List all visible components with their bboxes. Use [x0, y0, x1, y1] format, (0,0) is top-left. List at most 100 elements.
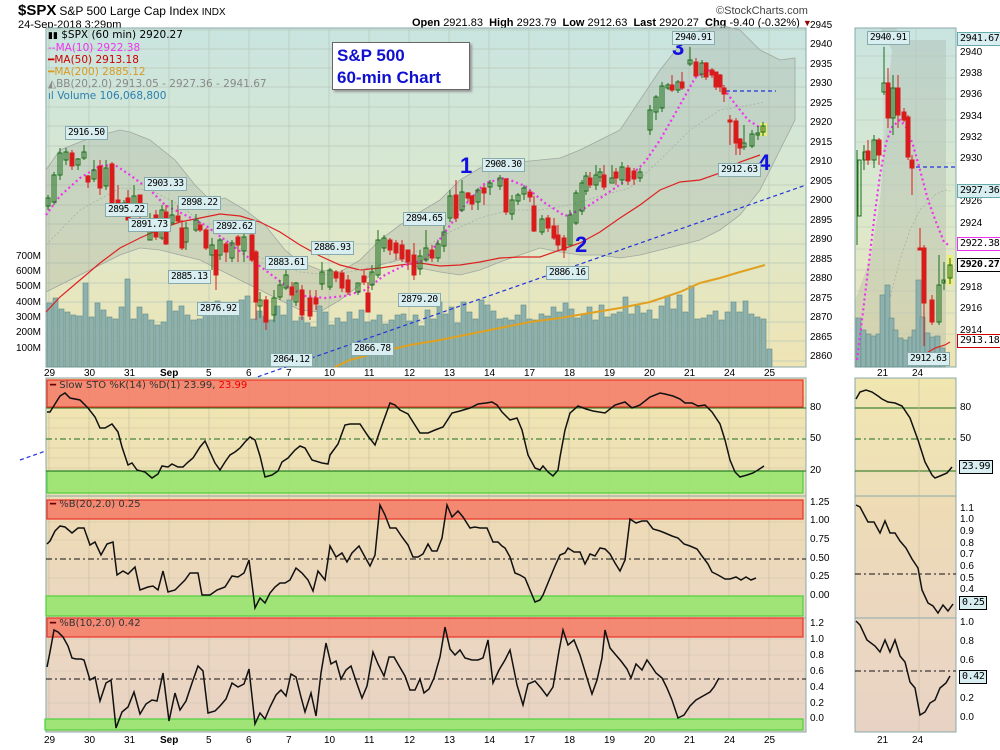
price-callout: 2912.63: [718, 163, 761, 177]
price-tick: 2880: [810, 273, 833, 284]
price-tick: 2930: [810, 78, 833, 89]
x-tick: 30: [84, 735, 96, 746]
zoom-pb20-panel: [854, 495, 957, 619]
x-tick: 19: [604, 368, 616, 379]
sto-label: ━ Slow STO %K(14) %D(1) 23.99, 23.99: [50, 380, 247, 391]
x-tick: 25: [764, 368, 776, 379]
x-tick: 6: [246, 368, 252, 379]
x-tick: 17: [524, 735, 536, 746]
wave-label-4: 4: [758, 150, 771, 175]
volume-tick: 700M: [16, 251, 42, 262]
price-tick: 2885: [810, 254, 833, 265]
zoom-price-tick: 2916: [960, 303, 983, 314]
x-tick: 25: [764, 735, 776, 746]
pb20-tick: 0.00: [810, 590, 830, 601]
ma200-line: [334, 264, 766, 368]
x-tick: 6: [246, 735, 252, 746]
x-tick: 5: [206, 368, 212, 379]
x-tick: 30: [84, 368, 96, 379]
sto-value-tag: 23.99: [959, 460, 994, 474]
overbought-zone: [46, 379, 804, 408]
zoom-pb20-tick: 0.6: [960, 561, 974, 572]
zoom-x-tick: 24: [912, 735, 924, 746]
price-callout: 2876.92: [197, 302, 240, 316]
pb10-tick: 0.8: [810, 650, 824, 661]
pb20-line: [46, 502, 757, 611]
sto-line: [47, 392, 765, 479]
chart-header: $SPX S&P 500 Large Cap Index INDX: [18, 2, 226, 19]
price-tick: 2925: [810, 98, 833, 109]
volume-tick: 600M: [16, 266, 42, 277]
pb20-tick: 0.50: [810, 553, 830, 564]
pb10-line-icon: ━: [50, 618, 57, 629]
price-tick: 2875: [810, 293, 833, 304]
oversold-zone: [46, 470, 804, 494]
price-tick: 2945: [810, 20, 833, 31]
pb10-tick: 0.4: [810, 682, 824, 693]
legend-ma50: MA(50) 2913.18: [54, 54, 139, 66]
price-callout: 2885.13: [168, 270, 211, 284]
low-label: Low: [562, 17, 585, 29]
sto-tick: 80: [810, 402, 822, 413]
zoom-sto-tick: 50: [960, 433, 972, 444]
last-price-tag: 2920.27: [957, 258, 1000, 272]
index-name: S&P 500 Large Cap Index: [59, 4, 199, 18]
price-callout: 2916.50: [65, 126, 108, 140]
pb20-tick: 0.75: [810, 534, 830, 545]
pb10-tick: 0.2: [810, 698, 824, 709]
trendline: [19, 184, 807, 461]
price-callout: 2886.93: [311, 241, 354, 255]
chg-value: -9.40 (-0.32%): [729, 17, 800, 29]
last-label: Last: [633, 17, 657, 29]
x-tick: 20: [644, 368, 656, 379]
bb-icon: ◭: [48, 78, 57, 90]
price-callout: 2883.61: [265, 256, 308, 270]
low-value: 2912.63: [587, 17, 628, 29]
pb20-label-text: %B(20,2.0) 0.25: [59, 499, 141, 510]
zoom-x-tick: 21: [877, 368, 889, 379]
zoom-price-tick: 2940: [960, 47, 983, 58]
price-tick: 2870: [810, 312, 833, 323]
price-tick: 2935: [810, 59, 833, 70]
pb20-panel: [45, 495, 807, 619]
zoom-price-tick: 2934: [960, 111, 983, 122]
volume-tick: 300M: [16, 312, 42, 323]
x-tick: 17: [524, 368, 536, 379]
symbol: $SPX: [18, 2, 57, 19]
x-tick: 31: [124, 735, 136, 746]
volume-tick: 500M: [16, 281, 42, 292]
zoom-pb20-tick: 0.5: [960, 573, 974, 584]
pb10-tick: 0.0: [810, 713, 824, 724]
price-callout: 2891.73: [128, 218, 171, 232]
pb10-tick: 1.2: [810, 618, 824, 629]
x-tick: 20: [644, 735, 656, 746]
x-tick: 12: [404, 735, 416, 746]
ma10-dash-icon: ‐‐: [48, 42, 56, 54]
price-callout: 2940.91: [672, 31, 715, 45]
legend-ma200: MA(200) 2885.12: [54, 66, 146, 78]
exchange: INDX: [201, 7, 226, 18]
legend-ma10: MA(10) 2922.38: [55, 42, 141, 54]
x-tick: 12: [404, 368, 416, 379]
bb-upper-tag: 2941.67: [957, 32, 1000, 46]
legend: ▮▮ $SPX (60 min) 2920.27 ‐‐MA(10) 2922.3…: [48, 29, 267, 102]
x-tick: 24: [724, 368, 736, 379]
high-value: 2923.79: [516, 17, 557, 29]
high-label: High: [489, 17, 514, 29]
price-tick: 2860: [810, 351, 833, 362]
pb10-panel: [44, 617, 807, 733]
zoom-pb20-tick: 0.7: [960, 549, 974, 560]
price-tick: 2900: [810, 195, 833, 206]
sto-label-value: 23.99: [218, 380, 248, 391]
pb10-tick: 1.0: [810, 634, 824, 645]
chg-label: Chg: [705, 17, 727, 29]
pb20-tick: 1.25: [810, 497, 830, 508]
open-value: 2921.83: [443, 17, 483, 29]
title-line-2: 60-min Chart: [337, 68, 441, 87]
pb10-line: [46, 626, 720, 729]
ma50-line-icon: ━: [48, 54, 55, 66]
zoom-pb10-tick: 0.6: [960, 655, 974, 666]
sto-tick: 20: [810, 465, 822, 476]
x-tick: 18: [564, 735, 576, 746]
x-tick: 29: [44, 368, 56, 379]
